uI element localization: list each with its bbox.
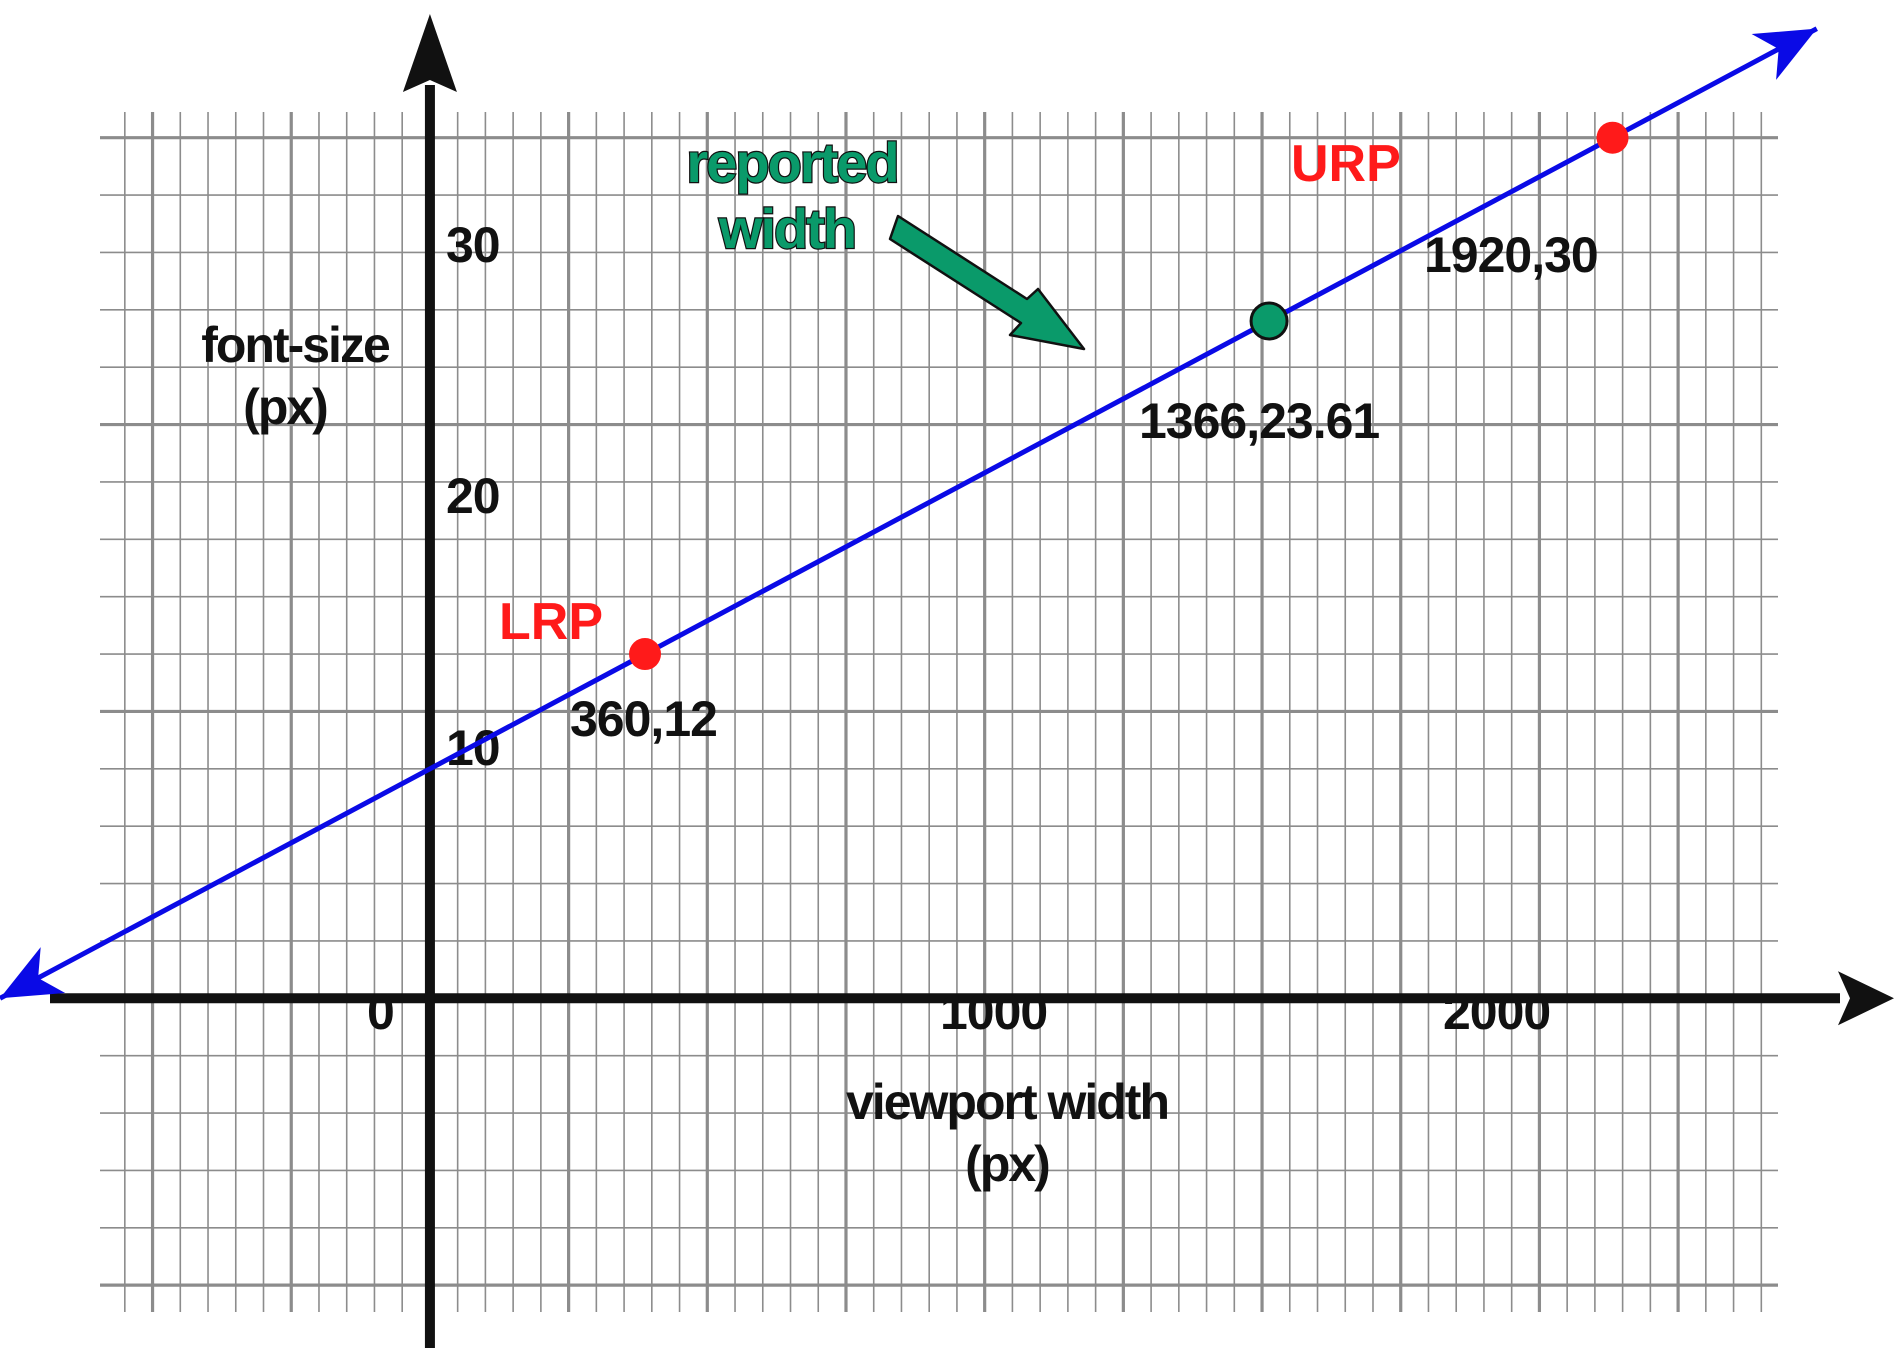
data-point-reported [1249, 301, 1289, 341]
x-axis-title-line: viewport width [846, 1074, 1168, 1130]
y-tick-label: 30 [446, 217, 500, 273]
series-line [0, 26, 1818, 1001]
point-label-urp: 1920,30 [1424, 227, 1598, 283]
annotation-text-line: reported [686, 131, 897, 194]
series-line-arrowhead-end [1751, 28, 1817, 80]
x-axis-title: viewport width (px) [846, 1074, 1170, 1192]
points [629, 121, 1629, 671]
x-tick-label: 1000 [940, 984, 1047, 1040]
annotation-text-line: width [718, 197, 855, 260]
x-axis-arrowhead [1838, 971, 1894, 1026]
y-axis-arrowhead [402, 14, 457, 92]
tick-labels: 0 1000 2000 10 20 30 [367, 217, 1551, 1040]
point-label-reported: 1366,23.61 [1139, 393, 1379, 449]
y-axis-title-line: font-size [201, 317, 390, 373]
grid [100, 112, 1778, 1312]
data-point-urp [1596, 121, 1629, 154]
point-labels: LRP 360,12 1366,23.61 URP 1920,30 [499, 135, 1599, 747]
y-axis-title-line: (px) [243, 379, 327, 435]
data-point-lrp [629, 638, 662, 671]
y-axis-title: font-size (px) [201, 317, 392, 435]
y-tick-label: 20 [446, 468, 500, 524]
series-line-arrowhead-start [0, 947, 66, 999]
x-axis-title-line: (px) [965, 1136, 1049, 1192]
x-tick-label: 2000 [1443, 984, 1550, 1040]
point-label-lrp: 360,12 [570, 691, 717, 747]
annotation: reported width [685, 130, 1086, 351]
urp-tag: URP [1291, 135, 1401, 193]
annotation-arrow [888, 214, 1086, 351]
axes [50, 14, 1894, 1348]
lrp-tag: LRP [499, 593, 603, 651]
x-tick-label: 0 [367, 984, 394, 1040]
